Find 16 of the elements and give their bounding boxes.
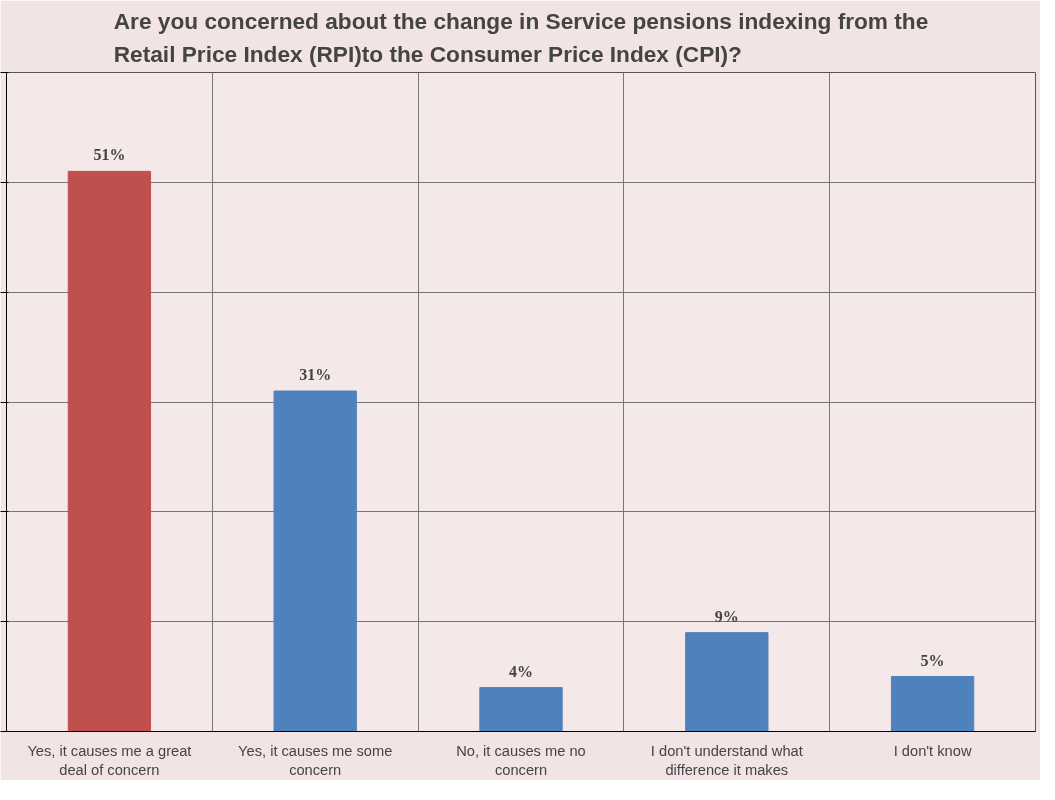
x-tick-label: Yes, it causes me some concern	[238, 742, 393, 778]
bar	[685, 632, 769, 732]
bar	[67, 170, 152, 732]
bar	[273, 390, 357, 732]
data-label: 5%	[920, 651, 945, 669]
x-tick-label: I don't understand what difference it makes	[650, 742, 803, 778]
x-tick-label: No, it causes me no concern	[456, 742, 586, 778]
data-label: 51%	[93, 146, 126, 164]
data-label: 9%	[714, 607, 739, 625]
bar	[890, 676, 975, 732]
bar	[479, 687, 563, 732]
x-tick-label: I don't know	[893, 742, 972, 759]
chart-title: Are you concerned about the change in Service pensions indexing from the Retail Price Index (RPI)to the Consumer Price Index (CPI)?	[113, 7, 929, 68]
data-label: 31%	[299, 366, 332, 384]
x-tick-label: Yes, it causes me a great deal of concern	[27, 742, 192, 778]
data-label: 4%	[509, 662, 533, 680]
